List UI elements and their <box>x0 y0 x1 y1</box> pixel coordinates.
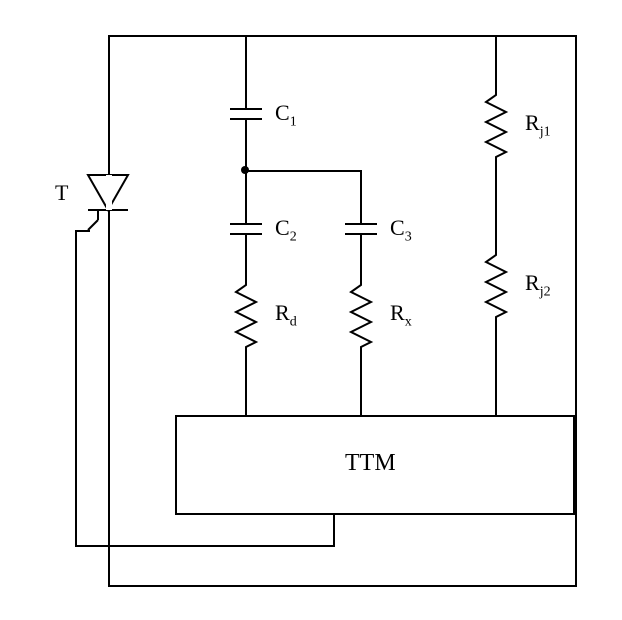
resistor-rj1 <box>482 90 510 160</box>
circuit-diagram: T C1 C2 Rd C3 Rx Rj1 Rj2 <box>0 0 622 620</box>
resistor-rj2 <box>482 250 510 320</box>
resistor-rx <box>347 280 375 350</box>
wire-rx-to-ttm <box>360 350 362 417</box>
wire-node-to-c3 <box>245 170 362 172</box>
wire-left <box>108 35 110 587</box>
wire-right <box>575 35 577 587</box>
wire-gate-across <box>75 545 335 547</box>
wire-rj-top <box>495 35 497 90</box>
ttm-label: TTM <box>345 450 396 477</box>
wire-c1-to-node <box>245 120 247 172</box>
thyristor-label: T <box>55 180 68 206</box>
rd-label: Rd <box>275 300 297 330</box>
wire-rj2-to-ttm <box>495 320 497 417</box>
wire-c1-top <box>245 35 247 108</box>
wire-gate-stub <box>75 230 90 232</box>
c3-plate-top <box>345 223 377 225</box>
wire-gate-down <box>75 230 77 547</box>
wire-bottom <box>108 585 577 587</box>
c2-plate-top <box>230 223 262 225</box>
c1-plate-top <box>230 108 262 110</box>
wire-node-to-c3-down <box>360 170 362 223</box>
wire-rj1-to-rj2 <box>495 160 497 250</box>
wire-c2-to-rd <box>245 235 247 280</box>
wire-node-to-c2 <box>245 170 247 223</box>
wire-c3-to-rx <box>360 235 362 280</box>
wire-top <box>108 35 577 37</box>
rj2-label: Rj2 <box>525 270 551 300</box>
wire-rd-to-ttm <box>245 350 247 417</box>
c1-label: C1 <box>275 100 297 130</box>
rx-label: Rx <box>390 300 412 330</box>
resistor-rd <box>232 280 260 350</box>
rj1-label: Rj1 <box>525 110 551 140</box>
wire-gate-up-to-ttm <box>333 515 335 547</box>
thyristor-gap-mask <box>106 175 112 210</box>
c3-label: C3 <box>390 215 412 245</box>
c2-label: C2 <box>275 215 297 245</box>
